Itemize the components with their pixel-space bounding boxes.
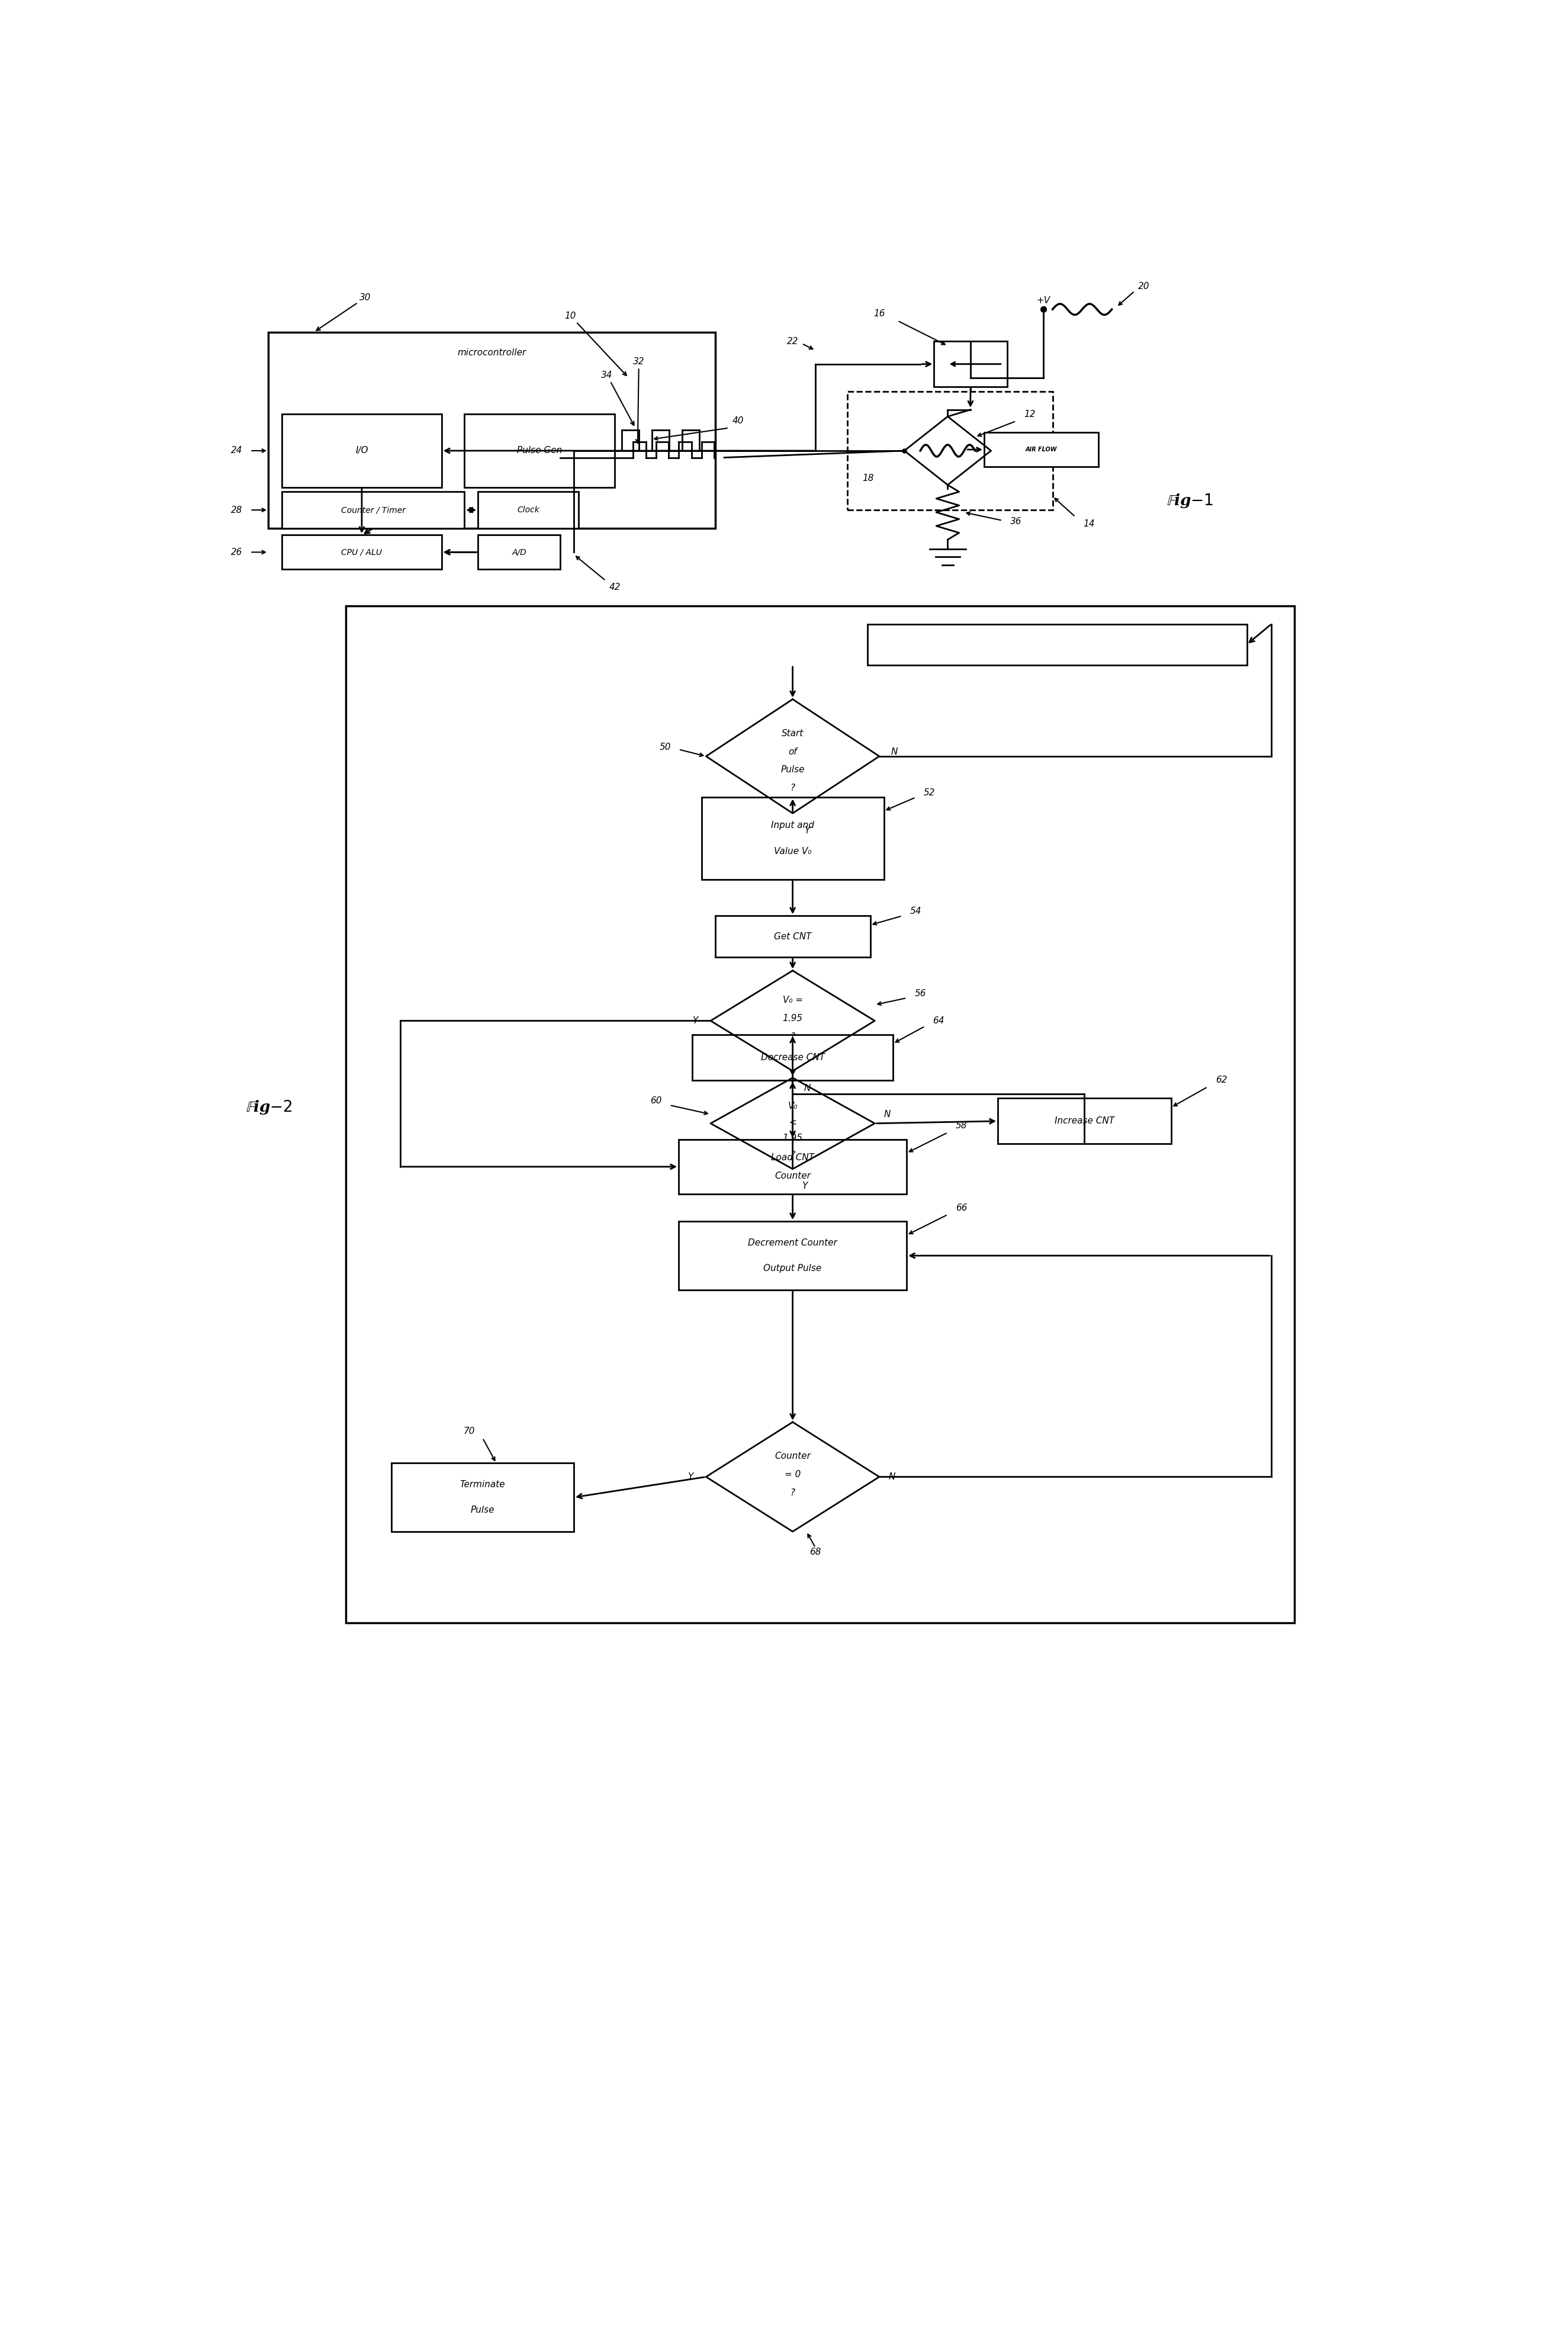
Text: 12: 12: [1024, 411, 1035, 418]
Text: A/D: A/D: [511, 549, 527, 556]
Text: Increase CNT: Increase CNT: [1055, 1117, 1115, 1126]
Bar: [701, 798, 884, 880]
Text: 22: 22: [787, 338, 798, 345]
Bar: [282, 535, 442, 570]
Text: Counter: Counter: [775, 1171, 811, 1180]
Text: 28: 28: [230, 504, 241, 514]
Text: Pulse Gen: Pulse Gen: [517, 446, 563, 455]
Text: 66: 66: [955, 1203, 967, 1213]
Bar: [478, 535, 560, 570]
Text: of: of: [789, 748, 797, 755]
Text: Output Pulse: Output Pulse: [764, 1264, 822, 1274]
Text: Counter / Timer: Counter / Timer: [340, 507, 406, 514]
Text: Y: Y: [691, 1016, 698, 1025]
Text: 40: 40: [732, 418, 743, 425]
Text: 20: 20: [1138, 282, 1149, 291]
Bar: [847, 392, 1052, 509]
Text: 60: 60: [651, 1096, 662, 1105]
Text: 32: 32: [633, 357, 644, 443]
Bar: [715, 915, 870, 957]
Text: 16: 16: [873, 310, 884, 319]
Text: 68: 68: [809, 1548, 822, 1555]
Text: 70: 70: [463, 1426, 475, 1436]
Bar: [679, 1222, 906, 1290]
Text: V₀: V₀: [787, 1103, 798, 1110]
Bar: [347, 605, 1294, 1623]
Text: N: N: [804, 1084, 811, 1093]
Text: 30: 30: [317, 293, 372, 331]
Text: 50: 50: [659, 744, 671, 751]
Text: N: N: [889, 1473, 895, 1480]
Text: $\mathbb{F}$ig$-2$: $\mathbb{F}$ig$-2$: [246, 1098, 292, 1117]
Text: 34: 34: [601, 371, 633, 425]
Text: N: N: [884, 1110, 891, 1119]
Text: 24: 24: [230, 446, 241, 455]
Text: +V: +V: [1036, 296, 1051, 305]
Bar: [478, 493, 579, 528]
Bar: [282, 415, 442, 488]
Text: Get CNT: Get CNT: [775, 931, 812, 941]
Text: I/O: I/O: [356, 446, 368, 455]
Text: 36: 36: [1010, 516, 1022, 526]
Bar: [282, 493, 464, 528]
Bar: [693, 1035, 892, 1079]
Bar: [935, 340, 1007, 387]
Text: 18: 18: [862, 474, 873, 483]
Text: 1.95: 1.95: [782, 1133, 803, 1143]
Bar: [867, 624, 1247, 664]
Text: Pulse: Pulse: [781, 765, 804, 774]
Text: ?: ?: [790, 1032, 795, 1042]
Text: Y: Y: [804, 826, 809, 835]
Text: CPU / ALU: CPU / ALU: [342, 549, 383, 556]
Text: 58: 58: [955, 1121, 967, 1131]
Text: Decrease CNT: Decrease CNT: [760, 1053, 825, 1063]
Text: 54: 54: [909, 908, 922, 915]
Text: Y: Y: [688, 1473, 693, 1480]
Text: Y: Y: [801, 1182, 808, 1192]
Text: = 0: = 0: [784, 1471, 801, 1478]
Text: 64: 64: [933, 1016, 944, 1025]
Text: 26: 26: [230, 547, 241, 556]
Text: Input and: Input and: [771, 821, 814, 830]
Text: 42: 42: [608, 584, 621, 591]
Text: N: N: [891, 748, 897, 755]
Bar: [464, 415, 615, 488]
Text: Decrement Counter: Decrement Counter: [748, 1239, 837, 1248]
Bar: [985, 432, 1098, 467]
Text: $\mathbb{F}$ig$-1$: $\mathbb{F}$ig$-1$: [1167, 493, 1214, 509]
Text: AIR FLOW: AIR FLOW: [1025, 446, 1057, 453]
Bar: [679, 1140, 906, 1194]
Text: Counter: Counter: [775, 1452, 811, 1462]
Text: 10: 10: [564, 312, 627, 375]
Text: microcontroller: microcontroller: [458, 347, 527, 357]
Text: ?: ?: [790, 784, 795, 793]
Text: ?: ?: [790, 1487, 795, 1497]
Text: Load CNT: Load CNT: [771, 1154, 814, 1161]
Text: Start: Start: [781, 730, 804, 739]
Text: Terminate: Terminate: [459, 1480, 505, 1490]
Bar: [268, 333, 715, 528]
Text: Value V₀: Value V₀: [775, 847, 811, 856]
Text: 52: 52: [924, 788, 935, 798]
Text: 62: 62: [1215, 1074, 1228, 1084]
Text: 56: 56: [914, 990, 927, 997]
Text: <: <: [789, 1119, 797, 1126]
Text: Pulse: Pulse: [470, 1506, 494, 1516]
Text: Clock: Clock: [517, 507, 539, 514]
Text: 1.95: 1.95: [782, 1013, 803, 1023]
Bar: [997, 1098, 1171, 1145]
Bar: [392, 1464, 574, 1532]
Text: 14: 14: [1083, 518, 1094, 528]
Text: ?: ?: [790, 1150, 795, 1159]
Text: V₀ =: V₀ =: [782, 995, 803, 1004]
